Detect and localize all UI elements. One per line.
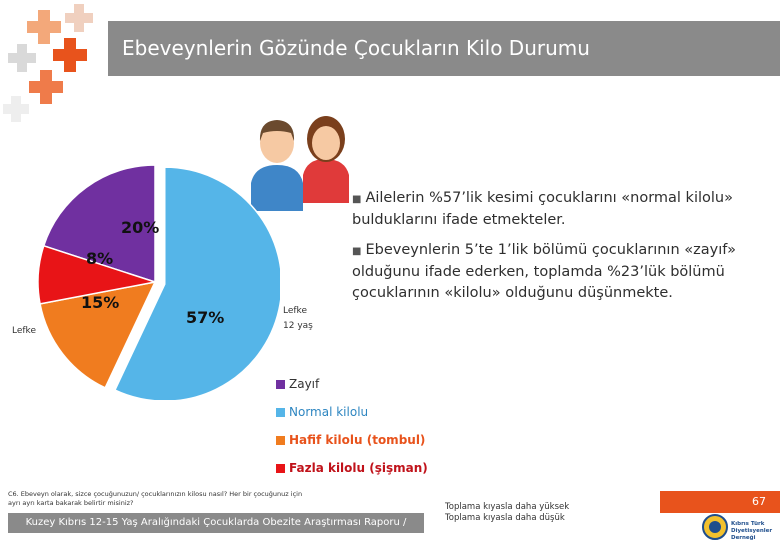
legend-item-fazla: Fazla kilolu (şişman) — [276, 454, 428, 482]
slide-title: Ebeveynlerin Gözünde Çocukların Kilo Dur… — [122, 36, 590, 60]
association-logo — [702, 514, 728, 540]
legend-swatch — [276, 435, 285, 445]
slice-fazla — [37, 244, 156, 305]
bullet-marker: ■ — [352, 194, 362, 205]
chart-right-label-2: 12 yaş — [283, 321, 313, 331]
bullet-1: ■ Ailelerin %57’lik kesimi çocuklarını «n… — [352, 188, 752, 231]
legend-label: Normal kilolu — [289, 405, 369, 419]
legend-label: Zayıf — [289, 377, 320, 391]
legend-item-zayif: Zayıf — [276, 370, 428, 398]
slice-zayif — [42, 164, 156, 284]
slice-normal — [113, 166, 280, 400]
page-number-box: 67 — [660, 491, 780, 513]
comparison-lower: Toplama kıyasla daha düşük — [445, 513, 565, 523]
pie-label-fazla: 8% — [86, 249, 114, 268]
legend-label: Fazla kilolu (şişman) — [289, 461, 428, 475]
legend-swatch — [276, 463, 285, 473]
pie-label-hafif: 15% — [81, 293, 120, 312]
parents-icon — [251, 116, 349, 211]
page-number: 67 — [752, 495, 766, 508]
pie-label-normal: 57% — [186, 308, 225, 327]
decorative-crosses — [3, 4, 93, 122]
legend-item-hafif: Hafif kilolu (tombul) — [276, 426, 428, 454]
footnote-line-1: C6. Ebeveyn olarak, sizce çocuğunuzun/ ç… — [8, 490, 303, 498]
comparison-higher: Toplama kıyasla daha yüksek — [445, 502, 570, 512]
pie-chart — [37, 164, 280, 400]
bullet-2-text: Ebeveynlerin 5’te 1’lik bölümü çocukları… — [352, 242, 736, 301]
bullet-marker: ■ — [352, 246, 362, 257]
bullet-1-text: Ailelerin %57’lik kesimi çocuklarını «no… — [352, 190, 733, 228]
legend-swatch — [276, 407, 285, 417]
chart-left-label: Lefke — [12, 326, 36, 336]
legend-label: Hafif kilolu (tombul) — [289, 433, 426, 447]
legend-swatch — [276, 379, 285, 389]
legend-item-normal: Normal kilolu — [276, 398, 428, 426]
slice-hafif — [39, 280, 157, 389]
bullet-2: ■ Ebeveynlerin 5’te 1’lik bölümü çocuklar… — [352, 240, 752, 304]
chart-legend: Zayıf Normal kilolu Hafif kilolu (tombul… — [276, 370, 428, 482]
pie-label-zayif: 20% — [121, 218, 160, 237]
title-bar — [108, 21, 780, 76]
chart-right-label-1: Lefke — [283, 306, 307, 316]
logo-text: Kıbrıs Türk Diyetisyenler Derneği — [731, 521, 780, 542]
footer-source: Kuzey Kıbrıs 12-15 Yaş Aralığındaki Çocu… — [8, 513, 424, 548]
logo-line-1: Kıbrıs Türk — [731, 521, 765, 527]
comparison-note: Toplama kıyasla daha yüksek Toplama kıya… — [445, 502, 569, 524]
footnote-line-2: ayrı ayrı karta bakarak belirtir misiniz… — [8, 499, 134, 507]
question-footnote: C6. Ebeveyn olarak, sizce çocuğunuzun/ ç… — [8, 490, 338, 508]
logo-line-2: Diyetisyenler Derneği — [731, 528, 773, 541]
